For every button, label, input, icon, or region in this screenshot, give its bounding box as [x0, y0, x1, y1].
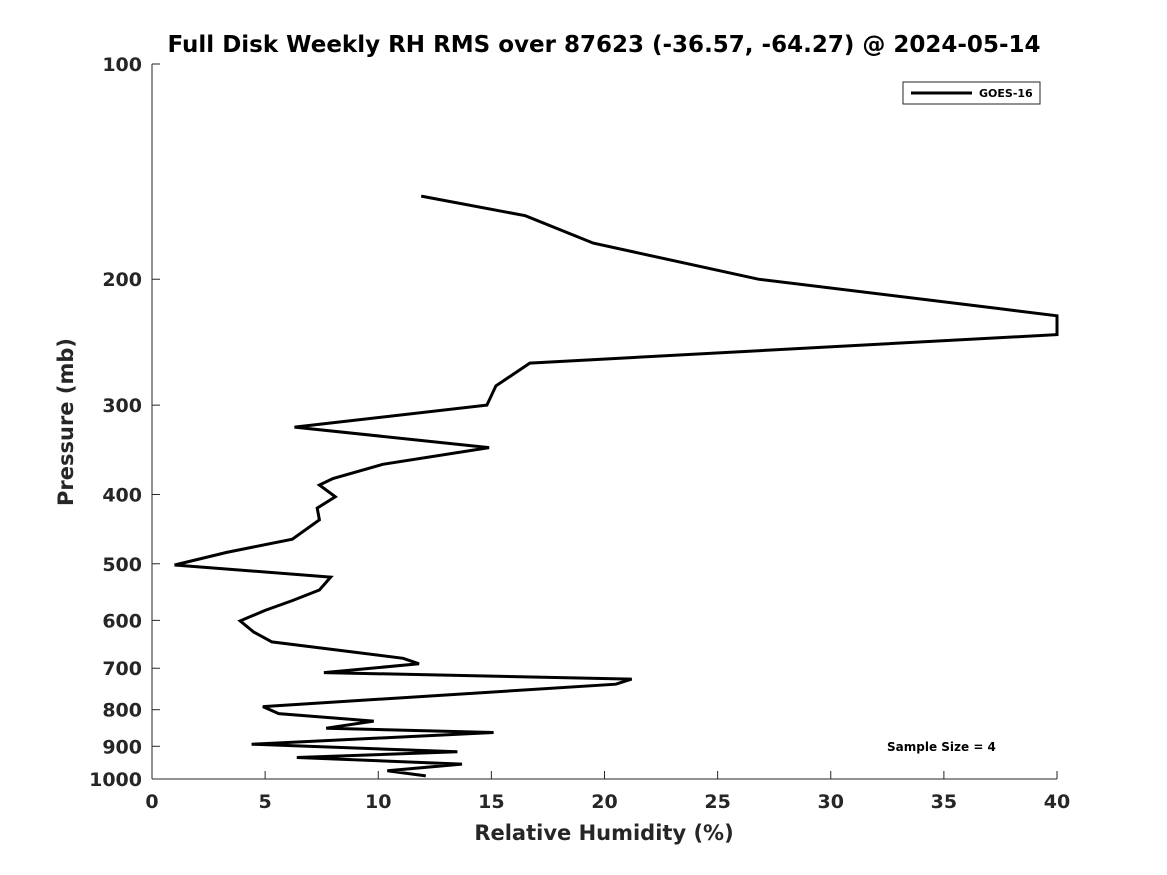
x-tick-label: 30	[818, 791, 844, 813]
chart-title: Full Disk Weekly RH RMS over 87623 (-36.…	[167, 32, 1040, 58]
series-layer	[174, 194, 1059, 778]
y-tick-label: 1000	[89, 769, 142, 791]
x-tick-label: 0	[145, 791, 158, 813]
x-axis-ticks: 0 5 10 15 20 25 30 35 40	[145, 771, 1070, 813]
series-line-goes-16	[174, 194, 1059, 778]
y-tick-label: 100	[102, 54, 142, 76]
y-tick-label: 800	[102, 700, 142, 722]
x-tick-label: 25	[704, 791, 730, 813]
x-tick-label: 5	[259, 791, 272, 813]
x-axis-label: Relative Humidity (%)	[474, 821, 733, 845]
y-tick-label: 400	[102, 484, 142, 506]
x-tick-label: 20	[591, 791, 617, 813]
x-tick-label: 10	[365, 791, 391, 813]
legend-label-goes-16: GOES-16	[979, 87, 1033, 100]
y-tick-label: 900	[102, 736, 142, 758]
y-tick-label: 700	[102, 658, 142, 680]
legend: GOES-16	[902, 81, 1041, 105]
plot-area	[151, 64, 1057, 780]
y-tick-label: 300	[102, 395, 142, 417]
x-tick-label: 40	[1044, 791, 1070, 813]
y-tick-label: 500	[102, 554, 142, 576]
y-axis-label: Pressure (mb)	[54, 338, 78, 506]
x-tick-label: 15	[478, 791, 504, 813]
sample-size-annotation: Sample Size = 4	[887, 740, 996, 754]
y-tick-label: 600	[102, 610, 142, 632]
x-tick-label: 35	[931, 791, 957, 813]
y-axis-ticks: 100 200 300 400 500 600 700 800 900 1000	[89, 54, 160, 791]
y-tick-label: 200	[102, 269, 142, 291]
